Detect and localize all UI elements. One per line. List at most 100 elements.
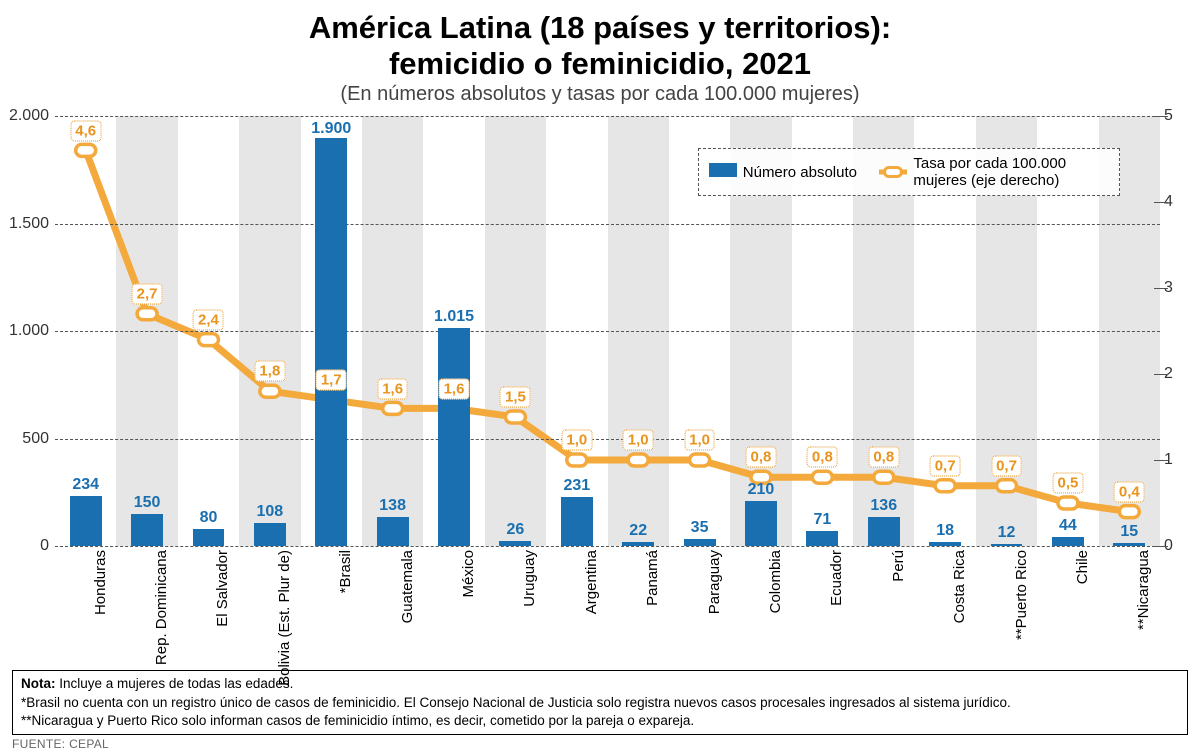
x-category-label: Chile	[1074, 550, 1091, 584]
y-left-tick: 0	[7, 537, 49, 555]
bar	[254, 523, 286, 546]
x-category-label: Panamá	[644, 550, 661, 606]
bar-value-label: 12	[998, 524, 1016, 542]
x-category-label: Perú	[890, 550, 907, 582]
gridline	[55, 116, 1160, 117]
bar-value-label: 18	[936, 522, 954, 540]
x-category-label: Uruguay	[521, 550, 538, 607]
bar-value-label: 80	[200, 509, 218, 527]
y-left-tick: 2.000	[7, 107, 49, 125]
bar-value-label: 108	[257, 503, 284, 521]
legend-swatch-line	[879, 165, 907, 179]
title-line-2: femicidio o feminicidio, 2021	[389, 46, 811, 81]
y-right-tick: 0	[1164, 537, 1194, 555]
bar-value-label: 22	[629, 522, 647, 540]
bar	[806, 531, 838, 546]
note-line-2: *Brasil no cuenta con un registro único …	[21, 694, 1179, 712]
rate-marker	[1058, 497, 1078, 509]
rate-value-label: 2,7	[132, 284, 163, 305]
x-category-label: *Brasil	[337, 550, 354, 593]
note-line-3: **Nicaragua y Puerto Rico solo informan …	[21, 712, 1179, 730]
x-axis-labels: HondurasRep. DominicanaEl SalvadorBolivi…	[55, 546, 1160, 666]
bar-value-label: 1.900	[311, 120, 351, 138]
x-category-label: **Puerto Rico	[1013, 550, 1030, 640]
bar	[438, 328, 470, 546]
legend-line-label: Tasa por cada 100.000 mujeres (eje derec…	[913, 155, 1109, 189]
x-category-label: Colombia	[767, 550, 784, 613]
rate-value-label: 0,8	[807, 447, 838, 468]
legend-item-line: Tasa por cada 100.000 mujeres (eje derec…	[879, 155, 1109, 189]
rate-marker	[812, 471, 832, 483]
bar-value-label: 44	[1059, 517, 1077, 535]
legend: Número absoluto Tasa por cada 100.000 mu…	[698, 148, 1120, 196]
x-category-label: Rep. Dominicana	[153, 550, 170, 665]
rate-value-label: 2,4	[193, 309, 224, 330]
chart-subtitle: (En números absolutos y tasas por cada 1…	[20, 83, 1180, 106]
rate-value-label: 1,0	[623, 430, 654, 451]
bar-value-label: 210	[748, 481, 775, 499]
rate-value-label: 0,8	[746, 447, 777, 468]
x-category-label: Guatemala	[399, 550, 416, 623]
bar	[868, 517, 900, 546]
rate-value-label: 1,8	[254, 361, 285, 382]
bar	[193, 529, 225, 546]
rate-marker	[76, 145, 96, 157]
rate-value-label: 1,7	[316, 370, 347, 391]
title-block: América Latina (18 países y territorios)…	[0, 0, 1200, 110]
bar-value-label: 136	[870, 497, 897, 515]
legend-swatch-bar	[709, 163, 737, 177]
y-right-tick: 3	[1164, 279, 1194, 297]
bar	[131, 514, 163, 546]
y-right-tick: 2	[1164, 365, 1194, 383]
bar	[684, 539, 716, 547]
y-left-tick: 1.000	[7, 322, 49, 340]
y-right-tick: 5	[1164, 107, 1194, 125]
rate-marker	[198, 334, 218, 346]
rate-value-label: 0,7	[930, 456, 961, 477]
legend-bar-label: Número absoluto	[743, 164, 857, 181]
gridline	[55, 439, 1160, 440]
rate-value-label: 1,6	[377, 378, 408, 399]
rate-value-label: 0,4	[1114, 481, 1145, 502]
y-left-tick: 1.500	[7, 215, 49, 233]
chart-title: América Latina (18 países y territorios)…	[20, 10, 1180, 81]
gridline	[55, 331, 1160, 332]
rate-value-label: 1,0	[684, 430, 715, 451]
bar	[315, 138, 347, 547]
y-right-tick: 1	[1164, 451, 1194, 469]
bar-value-label: 231	[563, 477, 590, 495]
bar	[745, 501, 777, 546]
rate-marker	[567, 454, 587, 466]
bar	[561, 497, 593, 547]
bar-value-label: 35	[691, 519, 709, 537]
gridline	[55, 224, 1160, 225]
y-right-tick: 4	[1164, 193, 1194, 211]
x-category-label: Bolivia (Est. Plur de)	[276, 550, 293, 686]
bar-value-label: 15	[1120, 523, 1138, 541]
bar-value-label: 71	[813, 511, 831, 529]
x-category-label: Argentina	[583, 550, 600, 614]
x-category-label: Honduras	[92, 550, 109, 615]
rate-value-label: 0,8	[868, 447, 899, 468]
x-category-label: **Nicaragua	[1135, 550, 1152, 630]
rate-marker	[935, 480, 955, 492]
rate-value-label: 4,6	[70, 120, 101, 141]
bar-value-label: 1.015	[434, 308, 474, 326]
y-left-tick: 500	[7, 430, 49, 448]
bar-value-label: 26	[507, 521, 525, 539]
rate-value-label: 1,6	[439, 378, 470, 399]
notes-box: Nota: Incluye a mujeres de todas las eda…	[12, 670, 1188, 735]
bar-value-label: 234	[72, 476, 99, 494]
rate-value-label: 0,7	[991, 456, 1022, 477]
x-category-label: Ecuador	[828, 550, 845, 606]
source-line: FUENTE: CEPAL	[12, 737, 1188, 751]
bar-value-label: 150	[134, 494, 161, 512]
rate-value-label: 0,5	[1052, 473, 1083, 494]
title-line-1: América Latina (18 países y territorios)…	[309, 10, 891, 45]
legend-item-bar: Número absoluto	[709, 163, 857, 181]
bar	[70, 496, 102, 546]
x-category-label: México	[460, 550, 477, 598]
note-line-1: Nota: Incluye a mujeres de todas las eda…	[21, 675, 1179, 693]
x-category-label: Costa Rica	[951, 550, 968, 623]
bar	[377, 517, 409, 547]
